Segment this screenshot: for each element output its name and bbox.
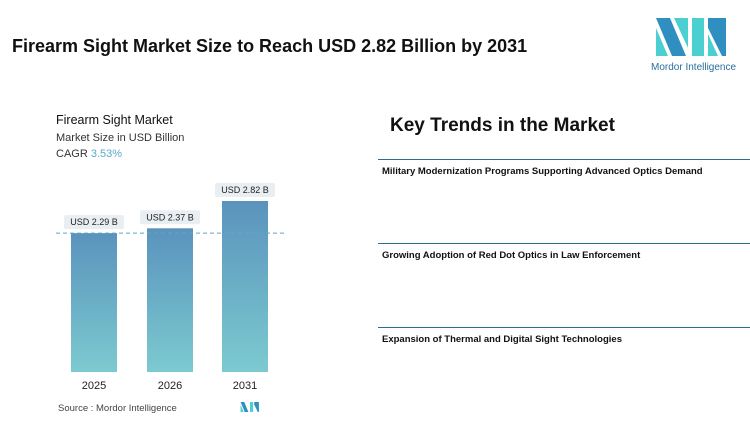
logo	[656, 18, 726, 56]
logo-small	[240, 402, 259, 412]
x-tick-label: 2025	[82, 380, 106, 392]
cagr-label: CAGR	[56, 148, 88, 160]
source: Source : Mordor Intelligence	[58, 403, 177, 414]
trends-heading: Key Trends in the Market	[390, 115, 615, 136]
logo-text: Mordor Intelligence	[651, 62, 737, 73]
bar	[71, 233, 117, 372]
page-title: Firearm Sight Market Size to Reach USD 2…	[12, 36, 528, 56]
bar	[147, 228, 193, 372]
trend-item: Expansion of Thermal and Digital Sight T…	[378, 327, 750, 345]
trend-item: Growing Adoption of Red Dot Optics in La…	[378, 243, 750, 261]
data-label: USD 2.29 B	[70, 217, 118, 227]
chart-title: Firearm Sight Market	[56, 113, 173, 127]
x-tick-label: 2031	[233, 380, 257, 392]
cagr-value: 3.53%	[90, 148, 123, 160]
bar	[222, 201, 268, 372]
data-label-bg	[140, 210, 200, 225]
data-label-bg	[215, 183, 275, 197]
chart-subtitle: Market Size in USD Billion	[56, 132, 185, 144]
data-label-bg	[64, 215, 124, 230]
data-label: USD 2.82 B	[221, 185, 269, 195]
data-label: USD 2.37 B	[146, 212, 194, 222]
x-tick-label: 2026	[158, 380, 182, 392]
trend-item: Military Modernization Programs Supporti…	[378, 159, 750, 177]
cagr: CAGR 3.53%	[56, 148, 122, 160]
